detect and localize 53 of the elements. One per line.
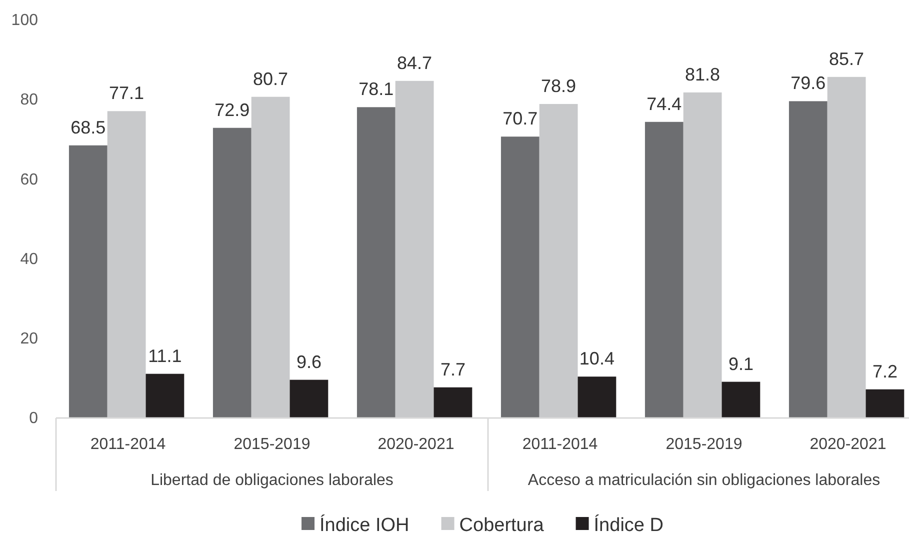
data-label: 72.9 <box>214 100 250 120</box>
data-label: 84.7 <box>397 52 432 73</box>
bar <box>146 374 184 418</box>
bar <box>578 376 616 418</box>
bar <box>788 101 828 418</box>
text: Libertad de obligaciones laborales <box>150 472 394 489</box>
bar <box>434 387 472 418</box>
data-label: 74.4 <box>646 94 682 114</box>
data-label: 7.7 <box>440 359 466 380</box>
data-label: 78.9 <box>541 76 576 96</box>
data-label: 11.1 <box>148 346 182 366</box>
bar <box>251 96 290 418</box>
data-label: 10.4 <box>579 348 614 369</box>
bar <box>722 382 760 418</box>
legend-label: Cobertura <box>459 515 544 535</box>
bar <box>827 76 866 418</box>
data-label: 9.1 <box>728 354 754 374</box>
bar <box>68 145 108 418</box>
y-tick-label: 80 <box>20 92 38 109</box>
y-tick-label: 60 <box>20 171 38 188</box>
data-label: 7.2 <box>872 361 898 382</box>
x-tick-label: 2020-2021 <box>810 436 886 453</box>
data-label: 68.5 <box>70 117 106 138</box>
bar <box>356 107 396 418</box>
data-label: 80.7 <box>253 68 288 89</box>
bar <box>539 104 578 418</box>
x-tick-label: 2011-2014 <box>522 436 598 453</box>
bar <box>107 111 146 418</box>
y-tick-label: 20 <box>20 330 38 348</box>
bar <box>290 380 328 418</box>
x-tick-label: 2015-2019 <box>234 436 310 453</box>
bar <box>866 389 904 418</box>
bar <box>395 80 434 418</box>
data-label: 85.7 <box>829 48 864 69</box>
bar <box>644 122 684 418</box>
data-label: 9.6 <box>296 352 322 372</box>
bar <box>500 136 540 418</box>
legend-label: Índice IOH <box>320 514 410 535</box>
data-label: 79.6 <box>790 73 826 94</box>
y-tick-label: 100 <box>11 12 38 30</box>
x-tick-label: 2015-2019 <box>666 436 742 453</box>
x-tick-label: 2020-2021 <box>378 436 454 453</box>
data-label: 77.1 <box>109 83 144 104</box>
y-tick-label: 40 <box>20 250 38 268</box>
data-label: 70.7 <box>502 108 538 129</box>
data-label: 81.8 <box>685 64 720 84</box>
text: Acceso a matriculación sin obligaciones laborales <box>528 472 880 489</box>
y-tick-label: 0 <box>29 410 38 428</box>
x-tick-label: 2011-2014 <box>90 436 166 453</box>
bar <box>212 128 252 418</box>
legend-label: Índice D <box>594 514 664 535</box>
bar <box>683 92 722 418</box>
data-label: 78.1 <box>358 79 394 100</box>
